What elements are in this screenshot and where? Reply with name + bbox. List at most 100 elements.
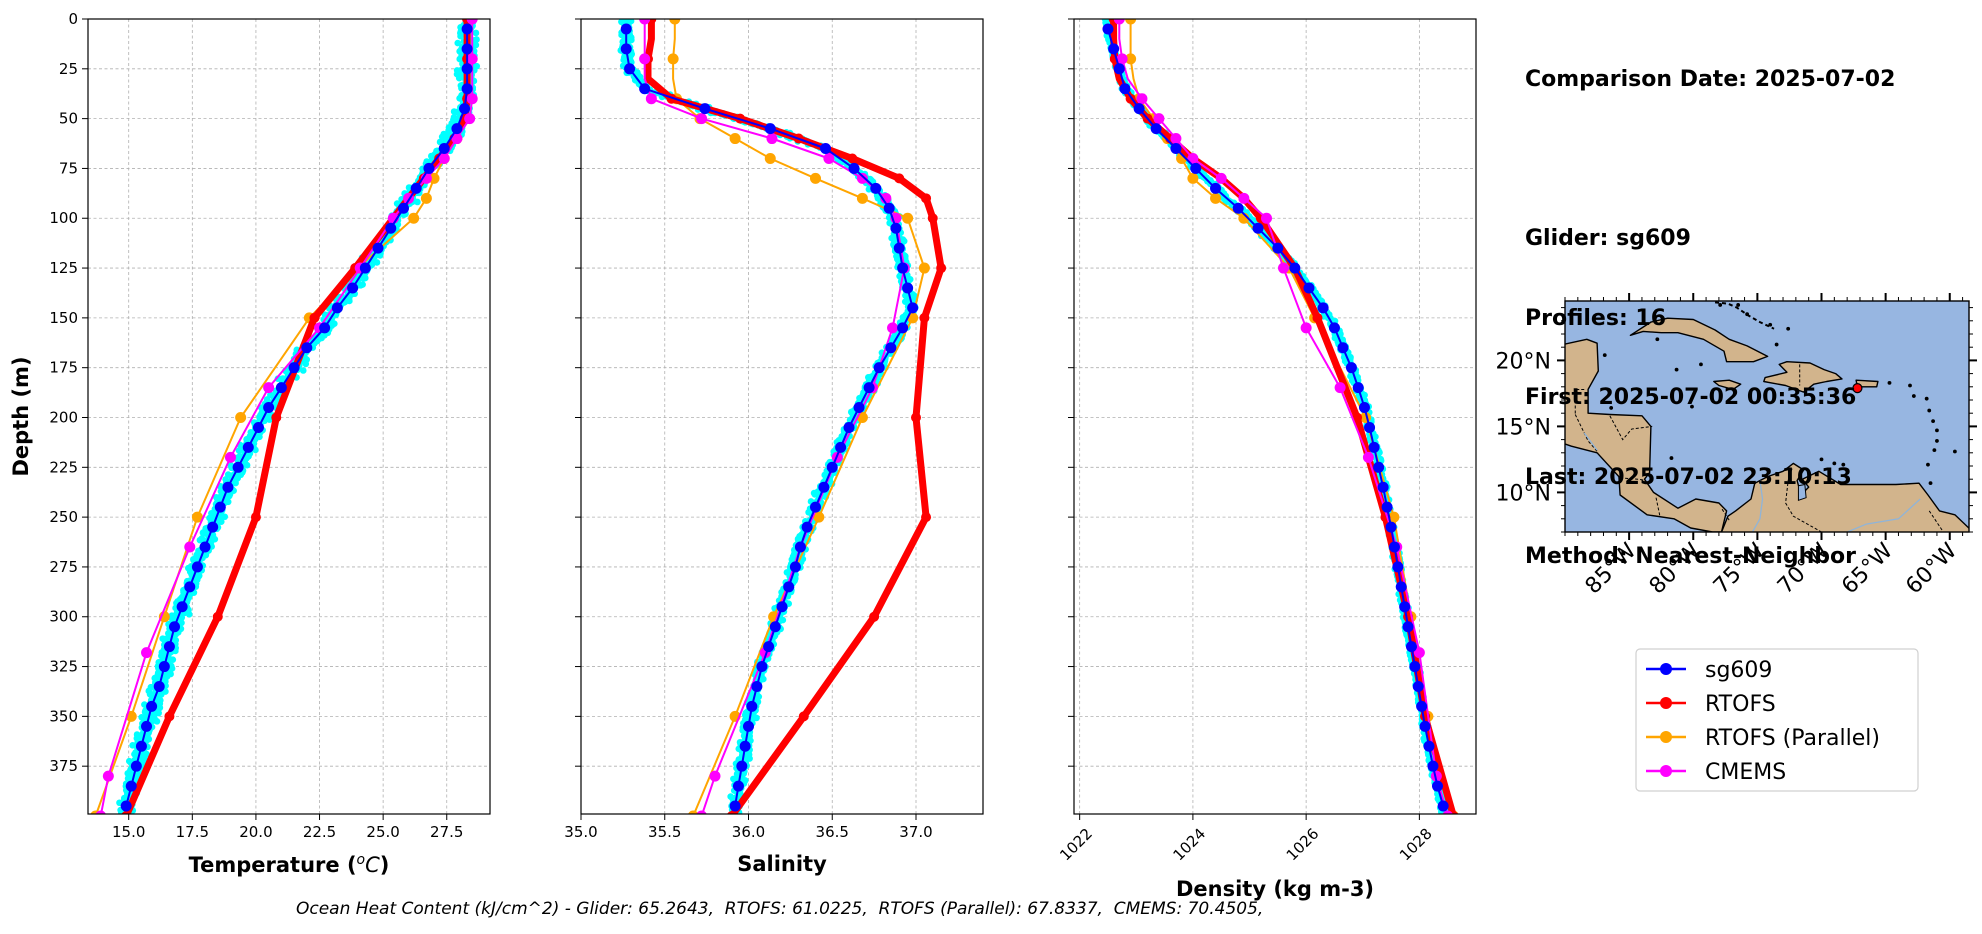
marker-rtofs-parallel: [729, 133, 741, 145]
marker-sg609: [897, 262, 909, 274]
island: [1935, 439, 1939, 443]
marker-rtofs: [1352, 412, 1363, 423]
marker-sg609: [207, 521, 219, 533]
glider-scatter-point: [361, 274, 369, 282]
island: [1924, 396, 1929, 401]
y-tick-label: 225: [49, 458, 78, 476]
marker-cmems: [639, 53, 651, 65]
jamaica: [1713, 379, 1742, 391]
marker-sg609: [848, 162, 860, 174]
series-line-rtofs-parallel: [672, 19, 926, 814]
marker-cmems: [95, 810, 106, 814]
marker-sg609: [732, 780, 744, 792]
island: [1935, 428, 1939, 433]
marker-sg609: [359, 262, 371, 274]
marker-sg609: [1210, 182, 1222, 194]
marker-rtofs: [927, 213, 938, 224]
marker-cmems: [1334, 382, 1346, 394]
island: [1841, 462, 1846, 467]
marker-sg609: [242, 441, 254, 453]
marker-sg609: [843, 421, 855, 433]
island: [1932, 448, 1937, 453]
marker-sg609: [907, 302, 919, 314]
marker-sg609: [743, 720, 754, 732]
marker-sg609: [835, 441, 847, 453]
y-tick-label: 75: [59, 159, 78, 177]
marker-rtofs-parallel: [235, 411, 247, 423]
marker-sg609: [176, 601, 188, 613]
series-sg609: [1102, 23, 1449, 812]
y-axis: [1068, 18, 1074, 767]
marker-sg609: [301, 342, 313, 354]
island: [1908, 383, 1912, 388]
glider-scatter-point: [266, 416, 273, 423]
marker-sg609: [794, 541, 806, 553]
island: [1952, 449, 1957, 454]
y-tick-label: 25: [59, 60, 78, 78]
marker-sg609: [461, 83, 473, 95]
marker-cmems: [184, 541, 196, 553]
marker-rtofs-parallel: [667, 53, 679, 65]
plot-area: [1101, 19, 1459, 814]
marker-sg609: [763, 641, 775, 653]
marker-sg609: [1317, 302, 1329, 314]
marker-sg609: [461, 23, 473, 35]
marker-sg609: [1437, 800, 1449, 812]
marker-sg609: [222, 481, 234, 493]
marker-sg609: [1150, 123, 1162, 135]
marker-sg609: [783, 581, 795, 593]
marker-cmems: [1136, 93, 1148, 105]
series-rtofs: [643, 19, 947, 814]
marker-sg609: [1385, 521, 1397, 533]
marker-sg609: [1381, 501, 1393, 513]
x-tick-label: 35.5: [648, 823, 681, 841]
marker-sg609: [1190, 162, 1202, 174]
grid-lines: [580, 18, 983, 814]
marker-sg609: [153, 680, 165, 692]
marker-sg609: [1352, 382, 1364, 394]
y-tick-label: 300: [49, 608, 78, 626]
marker-rtofs: [936, 263, 947, 274]
marker-rtofs: [271, 412, 282, 423]
marker-sg609: [1377, 481, 1389, 493]
marker-rtofs: [921, 193, 932, 204]
marker-sg609: [893, 242, 905, 254]
glider-scatter-point: [457, 32, 464, 40]
marker-rtofs: [309, 312, 320, 323]
marker-sg609: [1373, 461, 1385, 473]
series-line-rtofs: [644, 19, 945, 814]
x-axis: 35.0 35.5 36.0 36.5 37.0: [564, 814, 933, 841]
marker-cmems: [1170, 133, 1182, 145]
marker-rtofs-parallel: [813, 511, 825, 523]
x-tick-label: 36.5: [816, 823, 849, 841]
marker-sg609: [459, 103, 471, 115]
marker-sg609: [1405, 641, 1417, 653]
marker-cmems: [639, 19, 651, 25]
y-tick-label: 100: [49, 209, 78, 227]
marker-sg609: [776, 601, 788, 613]
marker-sg609: [739, 740, 751, 752]
glider-scatter-point: [888, 234, 895, 242]
marker-sg609: [863, 382, 875, 394]
marker-sg609: [191, 561, 203, 573]
marker-sg609: [199, 541, 211, 553]
marker-sg609: [1108, 43, 1120, 55]
series-sg609: [620, 23, 919, 812]
south-america: [1720, 462, 1969, 532]
marker-rtofs: [894, 173, 905, 184]
marker-rtofs-parallel: [856, 192, 868, 204]
marker-rtofs: [921, 512, 932, 523]
x-tick-label: 37.0: [899, 823, 932, 841]
island: [1699, 362, 1703, 367]
marker-rtofs: [250, 512, 261, 523]
glider-scatter-point: [331, 320, 338, 328]
marker-sg609: [1252, 222, 1264, 234]
marker-sg609: [214, 501, 226, 513]
marker-cmems: [1153, 113, 1165, 125]
marker-sg609: [890, 222, 902, 234]
marker-rtofs: [869, 611, 880, 622]
glider-scatter-point: [243, 461, 251, 469]
hispaniola: [1763, 361, 1843, 393]
